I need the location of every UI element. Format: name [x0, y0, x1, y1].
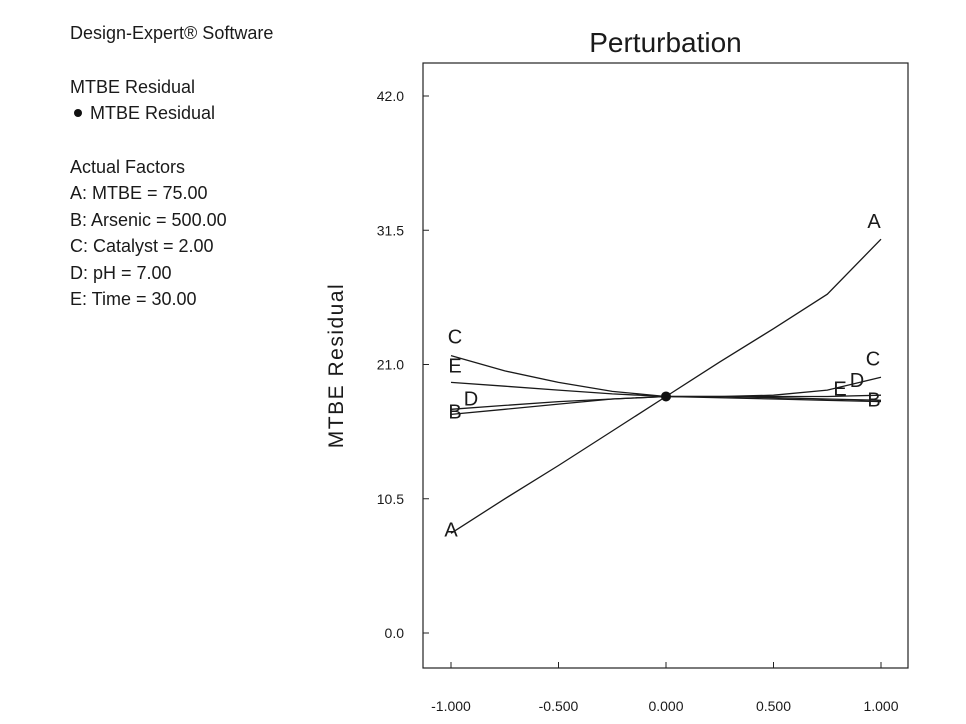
series-label-right-a: A [867, 211, 881, 233]
x-tick-label: 0.500 [756, 698, 791, 714]
factor-c: C: Catalyst = 2.00 [70, 236, 214, 256]
y-tick-label: 10.5 [377, 491, 404, 507]
series-label-right-b: B [867, 389, 880, 411]
x-tick-label: -1.000 [431, 698, 471, 714]
y-tick-label: 31.5 [377, 222, 404, 238]
factor-d: D: pH = 7.00 [70, 262, 172, 283]
center-point [661, 391, 671, 402]
series-label-left-a: A [444, 519, 458, 541]
response-title: MTBE Residual [70, 76, 196, 97]
x-tick-label: 0.000 [648, 698, 683, 714]
y-tick-label: 21.0 [377, 357, 404, 373]
series-label-right-e: E [833, 379, 846, 401]
x-tick-label: -0.500 [539, 698, 579, 714]
legend-label: MTBE Residual [90, 103, 216, 123]
series-line-a [450, 238, 882, 534]
y-tick-label: 0.0 [385, 625, 405, 641]
series-label-left-d: D [464, 388, 478, 410]
series-label-left-e: E [448, 355, 461, 377]
design-point-icon [74, 109, 82, 118]
y-axis-label: MTBE Residual [325, 283, 348, 448]
y-tick-label: 42.0 [377, 88, 404, 104]
info-panel: Design-Expert® Software MTBE Residual MT… [70, 20, 273, 313]
chart-title: Perturbation [589, 27, 742, 58]
legend-entry: MTBE Residual [70, 100, 273, 127]
factor-b: B: Arsenic = 500.00 [70, 209, 227, 230]
series-line-c [450, 354, 882, 398]
series-label-left-c: C [448, 327, 462, 349]
series-label-left-b: B [448, 401, 461, 423]
factor-e: E: Time = 30.00 [70, 289, 197, 309]
x-tick-label: 1.000 [863, 698, 898, 714]
series-label-right-c: C [866, 348, 880, 370]
plot-frame [422, 62, 909, 669]
series-label-right-d: D [850, 370, 864, 392]
software-name: Design-Expert® Software [70, 23, 274, 43]
factors-title: Actual Factors [70, 156, 186, 177]
factor-a: A: MTBE = 75.00 [70, 183, 208, 203]
